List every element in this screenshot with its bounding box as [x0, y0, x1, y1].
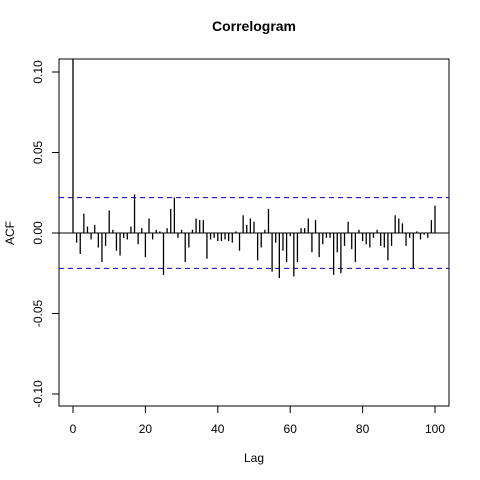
y-tick-label: -0.10 [31, 380, 45, 408]
y-tick-label: -0.05 [31, 300, 45, 328]
x-axis-label: Lag [244, 451, 264, 465]
x-tick-label: 100 [425, 422, 445, 436]
x-tick-label: 60 [284, 422, 298, 436]
y-axis: -0.10 -0.05 0.00 0.05 0.10 [31, 60, 59, 408]
y-axis-label: ACF [3, 221, 17, 245]
y-tick-label: 0.10 [31, 60, 45, 84]
x-axis: 0 20 40 60 80 100 [70, 406, 446, 436]
y-tick-label: 0.00 [31, 221, 45, 245]
chart-title: Correlogram [212, 18, 296, 34]
acf-bars [73, 59, 435, 278]
y-tick-label: 0.05 [31, 140, 45, 164]
x-tick-label: 0 [70, 422, 77, 436]
x-tick-label: 20 [139, 422, 153, 436]
x-tick-label: 80 [356, 422, 370, 436]
x-tick-label: 40 [211, 422, 225, 436]
